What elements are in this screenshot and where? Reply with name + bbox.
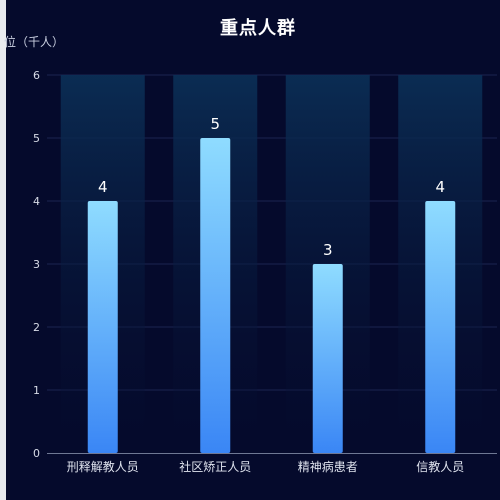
chart-title: 重点人群 — [220, 18, 296, 39]
value-label: 4 — [98, 178, 108, 196]
bar — [200, 138, 231, 453]
category-label: 社区矫正人员 — [179, 459, 251, 474]
y-tick-label: 1 — [33, 384, 40, 397]
axes: 0 1 2 3 4 5 6 刑释解教人员 社区矫正人员 精神病患者 信教人员 — [33, 69, 497, 474]
bar — [312, 264, 343, 453]
value-label: 3 — [323, 241, 333, 259]
category-label: 精神病患者 — [298, 459, 358, 474]
value-label: 5 — [210, 115, 220, 133]
value-labels: 4 5 3 4 — [98, 115, 445, 259]
bars — [87, 138, 456, 453]
category-label: 刑释解教人员 — [67, 459, 139, 474]
y-tick-label: 3 — [33, 258, 40, 271]
y-tick-label: 2 — [33, 321, 40, 334]
left-border-strip — [0, 0, 6, 500]
y-tick-label: 6 — [33, 69, 40, 82]
bar — [87, 201, 118, 453]
value-label: 4 — [435, 178, 445, 196]
y-tick-label: 0 — [33, 447, 40, 460]
category-label: 信教人员 — [416, 459, 464, 474]
bar — [425, 201, 456, 453]
y-tick-label: 5 — [33, 132, 40, 145]
y-tick-label: 4 — [33, 195, 40, 208]
y-axis-unit-label: 位（千人） — [4, 35, 65, 49]
